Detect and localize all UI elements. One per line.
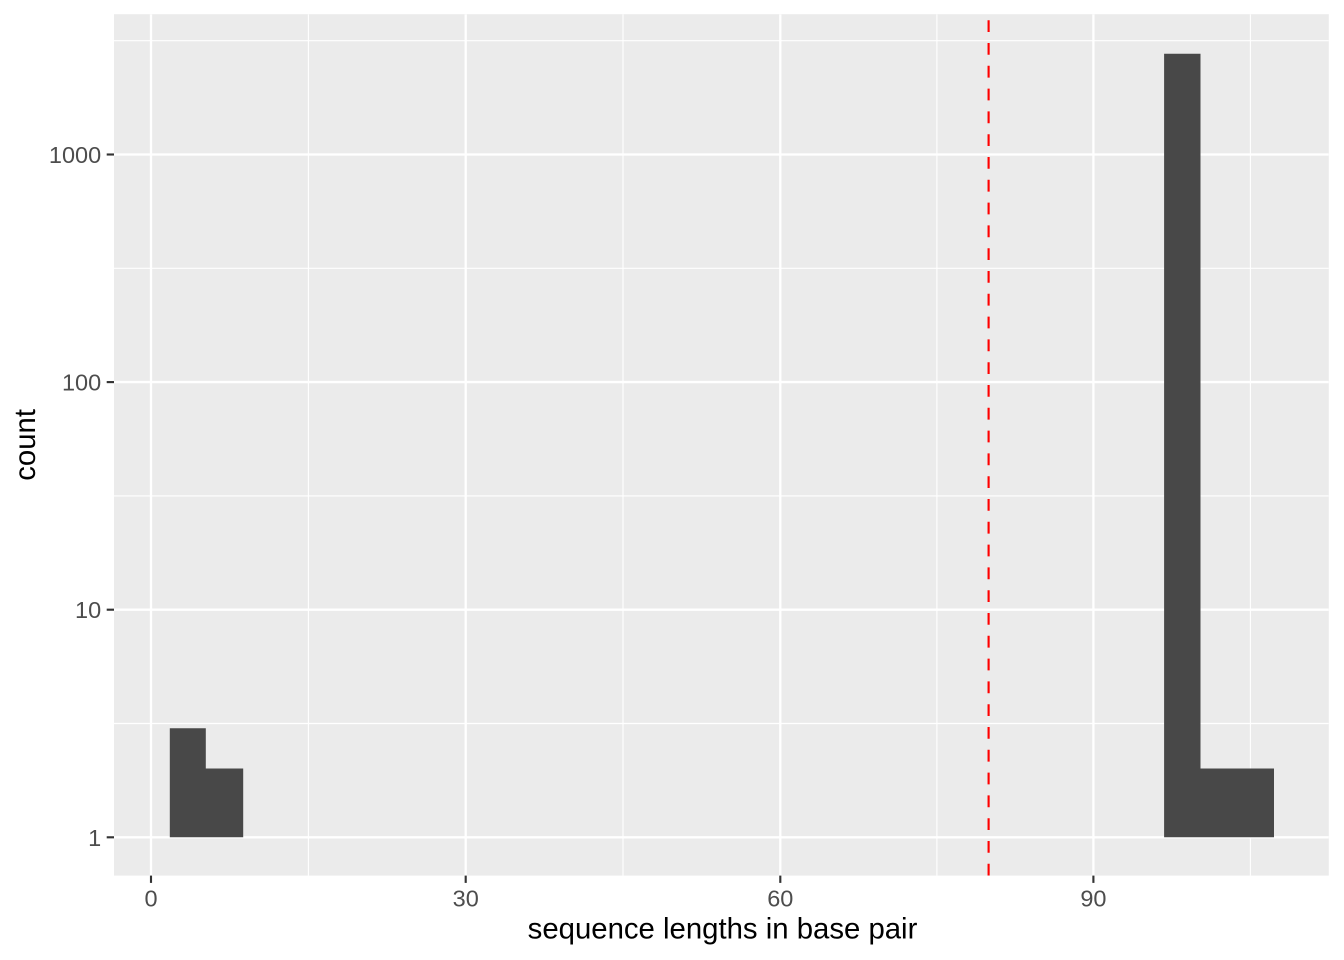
svg-text:90: 90 xyxy=(1080,886,1106,912)
svg-text:0: 0 xyxy=(144,886,157,912)
svg-text:1000: 1000 xyxy=(49,142,101,168)
svg-text:1: 1 xyxy=(88,825,101,851)
svg-text:60: 60 xyxy=(767,886,793,912)
svg-text:count: count xyxy=(9,409,42,481)
svg-text:sequence lengths in base pair: sequence lengths in base pair xyxy=(528,912,918,945)
svg-text:10: 10 xyxy=(75,597,101,623)
svg-text:100: 100 xyxy=(62,370,101,396)
svg-text:30: 30 xyxy=(453,886,479,912)
